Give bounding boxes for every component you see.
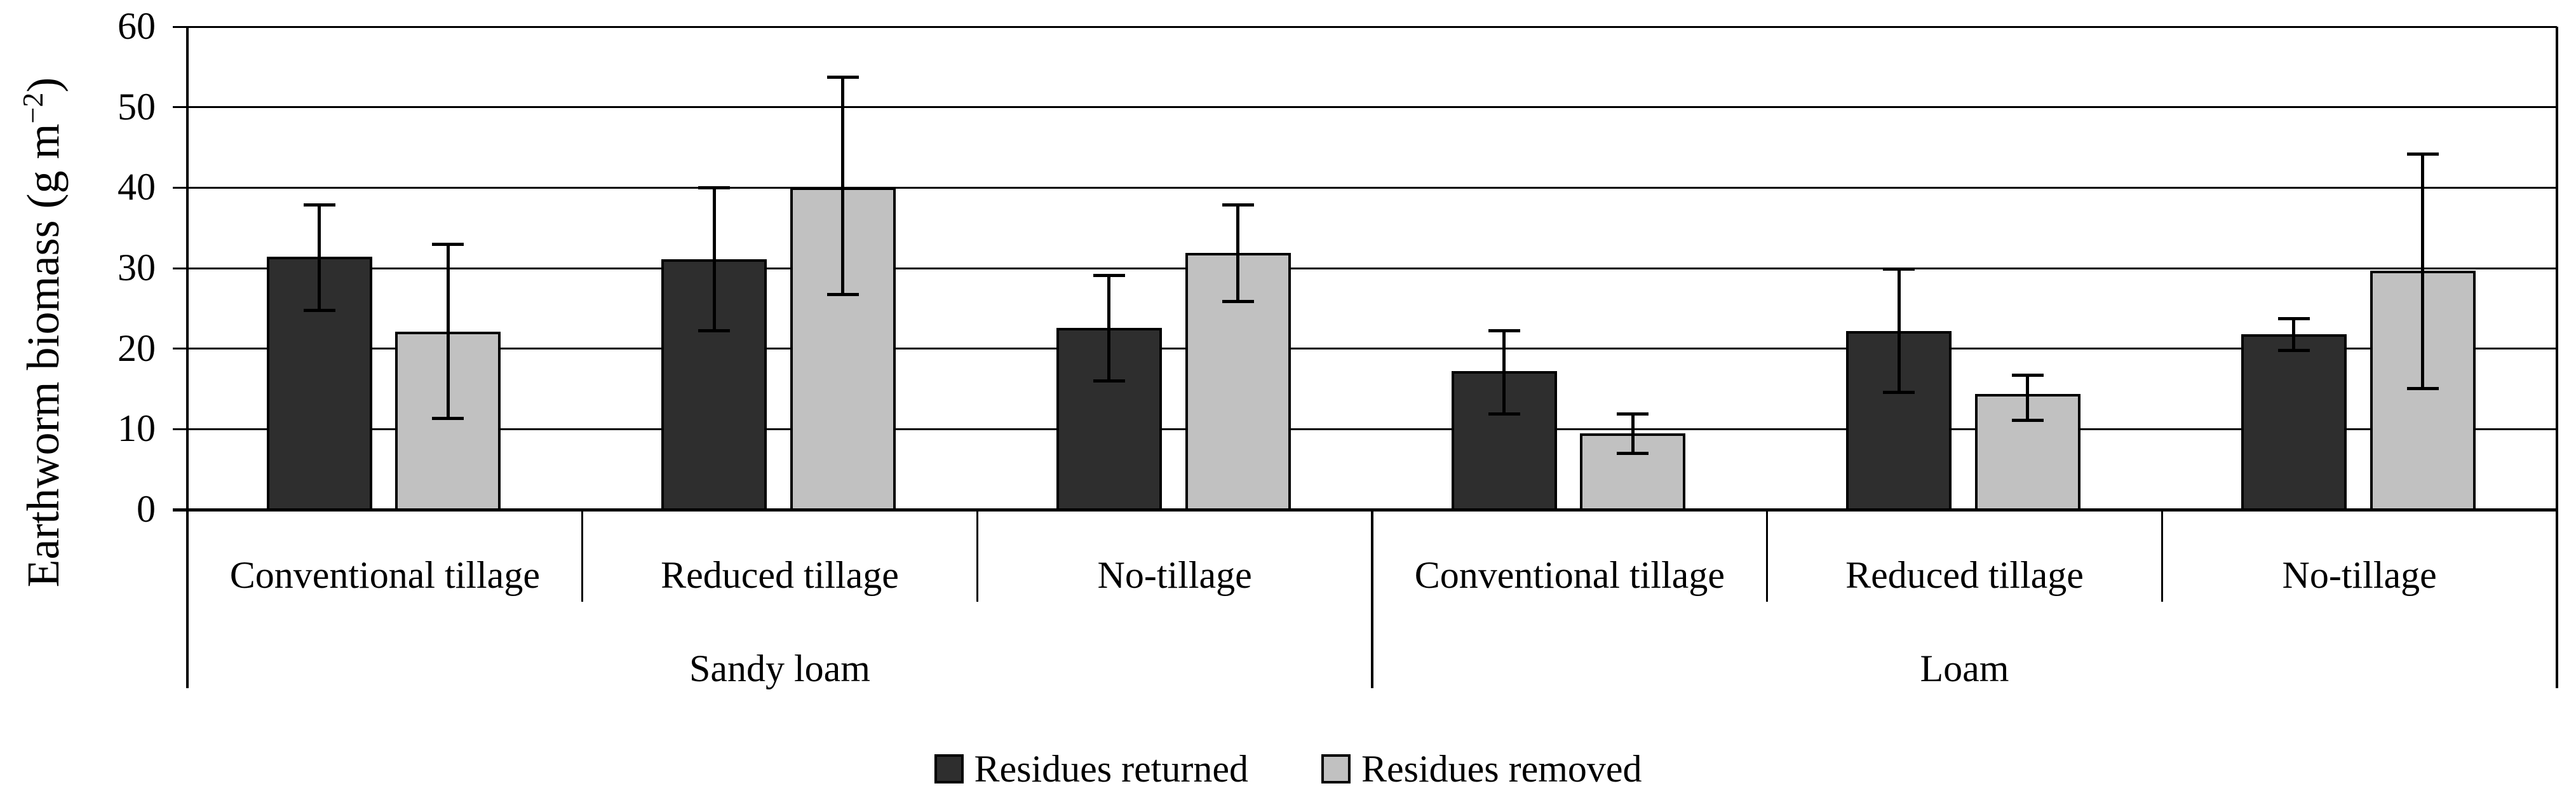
error-bar-cap-bottom [1617,452,1649,456]
error-bar-residues-returned-1 [712,187,716,330]
gridline [187,267,2557,269]
tillage-label: Reduced tillage [661,554,899,596]
error-bar-residues-returned-5 [2292,318,2296,351]
tillage-separator [581,510,584,602]
legend-item-residues-removed: Residues removed [1321,750,1642,788]
legend-swatch-residues-removed [1321,754,1351,783]
tillage-label: No-tillage [2282,554,2437,596]
y-axis-tick [173,25,187,28]
error-bar-cap-bottom [1222,299,1254,303]
soil-label: Sandy loam [689,647,870,689]
error-bar-cap-top [1883,268,1915,271]
gridline [187,186,2557,189]
y-tick-label: 50 [118,85,156,128]
legend-label: Residues returned [974,748,1248,790]
y-axis-line [186,27,189,688]
tillage-label: Conventional tillage [229,554,540,596]
legend: Residues returned Residues removed [934,750,1642,788]
error-bar-cap-top [432,243,464,246]
error-bar-cap-bottom [1488,412,1520,416]
tillage-separator [976,510,978,602]
legend-item-residues-returned: Residues returned [934,750,1248,788]
error-bar-residues-removed-2 [1236,204,1240,301]
y-axis-tick [173,106,187,109]
error-bar-cap-bottom [2011,419,2044,423]
error-bar-residues-returned-0 [318,204,321,310]
gridline [187,106,2557,109]
gridline [187,25,2557,28]
y-axis-tick [173,348,187,350]
error-bar-cap-top [2406,153,2439,156]
y-tick-label: 60 [118,4,156,47]
soil-separator [1371,510,1373,688]
error-bar-residues-removed-3 [1631,414,1635,454]
y-tick-label: 40 [118,166,156,208]
error-bar-cap-top [1617,412,1649,416]
error-bar-cap-top [2011,374,2044,377]
error-bar-cap-top [1093,274,1125,278]
tillage-separator [1766,510,1769,602]
error-bar-cap-bottom [1883,391,1915,395]
error-bar-residues-returned-4 [1897,269,1901,393]
error-bar-cap-bottom [303,308,335,312]
soil-label: Loam [1920,647,2009,689]
error-bar-cap-top [698,186,731,190]
y-tick-label: 30 [118,246,156,288]
bar-residues-returned-5 [2241,334,2347,511]
tillage-label: No-tillage [1097,554,1252,596]
tillage-label: Reduced tillage [1845,554,2084,596]
error-bar-residues-removed-5 [2421,154,2425,388]
error-bar-cap-top [303,203,335,207]
error-bar-cap-bottom [698,329,731,332]
error-bar-cap-top [1488,329,1520,332]
gridline [187,348,2557,350]
error-bar-residues-returned-3 [1502,330,1506,414]
legend-label: Residues removed [1361,748,1642,790]
error-bar-residues-returned-2 [1107,275,1111,381]
error-bar-cap-bottom [432,416,464,420]
error-bar-residues-removed-0 [446,244,450,418]
tillage-separator [2161,510,2163,602]
x-axis-line [173,508,2557,512]
error-bar-cap-top [826,75,859,79]
error-bar-cap-top [2277,316,2310,320]
plot-right-border [2556,27,2558,688]
error-bar-cap-bottom [1093,379,1125,383]
y-axis-tick [173,428,187,430]
error-bar-residues-removed-1 [841,76,845,294]
error-bar-cap-bottom [2277,349,2310,353]
y-tick-label: 0 [137,487,156,530]
error-bar-residues-removed-4 [2026,375,2030,421]
y-tick-label: 20 [118,327,156,369]
gridline [187,428,2557,430]
tillage-label: Conventional tillage [1414,554,1725,596]
error-bar-cap-bottom [2406,386,2439,390]
y-axis-tick [173,267,187,269]
error-bar-cap-top [1222,203,1254,207]
error-bar-cap-bottom [826,292,859,296]
legend-swatch-residues-returned [934,754,964,783]
y-tick-label: 10 [118,407,156,450]
y-axis-tick [173,186,187,189]
bar-residues-removed-4 [1974,393,2080,511]
